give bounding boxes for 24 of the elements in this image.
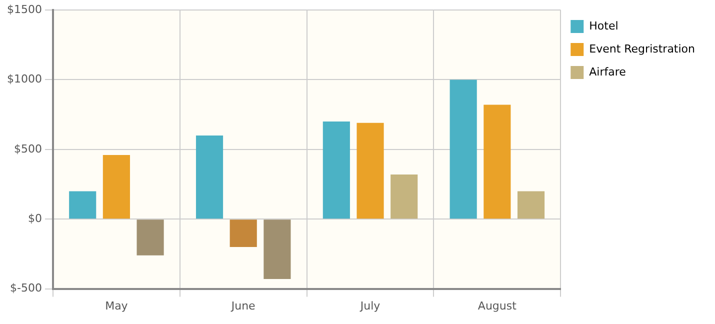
y-tick-label: $0 [28, 212, 42, 225]
bar [69, 191, 96, 219]
y-tick-label: $500 [14, 142, 42, 156]
x-tick-label: May [105, 299, 128, 312]
legend-label: Hotel [589, 19, 618, 32]
bar [484, 104, 511, 219]
legend-label: Airfare [589, 65, 626, 78]
bar [356, 122, 384, 219]
y-tick-label: $-500 [10, 282, 42, 295]
bar [102, 154, 130, 219]
bar [264, 220, 291, 280]
bar [136, 220, 164, 256]
x-tick-label: August [478, 299, 518, 312]
bar [230, 220, 257, 247]
bar [196, 135, 224, 219]
y-tick-label: $1000 [6, 72, 42, 86]
legend-label: Event Regristration [589, 42, 696, 56]
bar [322, 122, 350, 219]
y-tick-label: $1500 [6, 2, 42, 16]
x-tick-label: June [230, 299, 256, 312]
x-tick-label: July [359, 299, 381, 312]
bar [390, 174, 418, 219]
bar [450, 80, 477, 219]
bar [517, 191, 545, 219]
